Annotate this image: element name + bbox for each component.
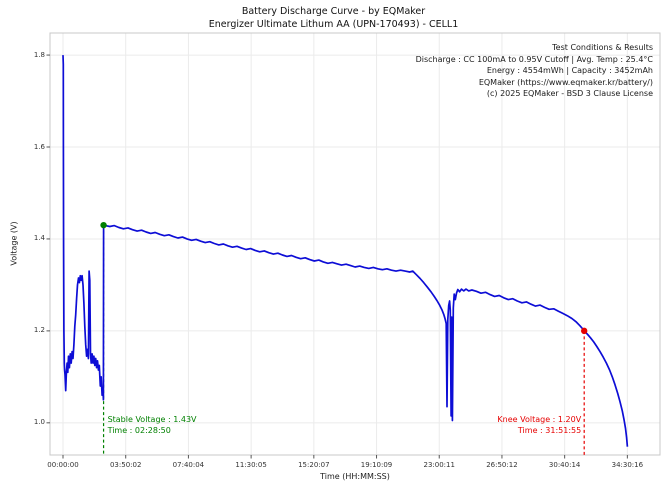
x-tick-label: 15:20:07 bbox=[298, 461, 330, 469]
y-tick-label: 1.2 bbox=[33, 326, 45, 335]
x-tick-label: 07:40:04 bbox=[172, 461, 205, 469]
y-tick-label: 1.8 bbox=[33, 50, 45, 59]
plot-frame bbox=[49, 32, 661, 456]
x-tick-label: 26:50:12 bbox=[486, 461, 518, 469]
x-tick-label: 03:50:02 bbox=[109, 461, 142, 469]
x-tick-label: 11:30:05 bbox=[235, 461, 267, 469]
info-line-maker: EQMaker (https://www.eqmaker.kr/battery/… bbox=[478, 77, 653, 87]
x-tick-label: 34:30:16 bbox=[611, 461, 644, 469]
chart-subtitle: Energizer Ultimate Lithum AA (UPN-170493… bbox=[208, 19, 459, 30]
info-line-energy: Energy : 4554mWh | Capacity : 3452mAh bbox=[486, 66, 653, 75]
x-tick-label: 23:00:11 bbox=[423, 461, 455, 469]
x-tick-label: 30:40:14 bbox=[548, 461, 581, 469]
discharge-curve bbox=[62, 55, 629, 447]
y-tick-label: 1.6 bbox=[33, 142, 45, 151]
y-tick-label: 1.0 bbox=[33, 418, 45, 427]
knee-voltage-dot bbox=[580, 327, 588, 335]
stable-voltage-annotation-line1: Stable Voltage : 1.43V bbox=[107, 415, 197, 424]
y-axis-label: Voltage (V) bbox=[9, 221, 19, 266]
x-tick-label: 00:00:00 bbox=[47, 461, 79, 469]
chart-title: Battery Discharge Curve - by EQMaker bbox=[241, 6, 426, 17]
knee-voltage-annotation-line2: Time : 31:51:55 bbox=[517, 425, 582, 435]
stable-voltage-annotation-line2: Time : 02:28:50 bbox=[107, 425, 171, 435]
info-line-license: (c) 2025 EQMaker - BSD 3 Clause License bbox=[486, 89, 653, 98]
info-line-heading: Test Conditions & Results bbox=[552, 43, 653, 52]
stable-voltage-dot bbox=[100, 221, 107, 229]
x-tick-label: 19:10:09 bbox=[360, 461, 393, 469]
info-line-discharge: Discharge : CC 100mA to 0.95V Cutoff | A… bbox=[415, 54, 653, 64]
y-tick-label: 1.4 bbox=[33, 234, 45, 243]
knee-voltage-annotation: Knee Voltage : 1.20V Time : 31:51:55 bbox=[497, 415, 581, 436]
knee-voltage-annotation-line1: Knee Voltage : 1.20V bbox=[497, 415, 582, 424]
stable-voltage-annotation: Stable Voltage : 1.43V Time : 02:28:50 bbox=[108, 415, 197, 436]
x-axis-label: Time (HH:MM:SS) bbox=[320, 472, 390, 481]
